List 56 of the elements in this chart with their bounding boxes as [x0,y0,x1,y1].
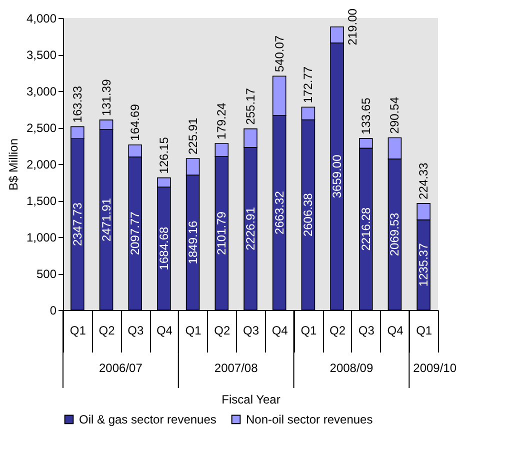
x-tick-label: Q4 [156,324,173,338]
text: 2006/07 [98,361,143,375]
data-label: 290.54 [388,96,402,134]
x-axis-title: Fiscal Year [222,392,280,406]
text: 2008/09 [330,361,374,375]
x-tick-label: Q3 [358,324,375,338]
data-label: 131.39 [99,78,114,116]
text: 2007/08 [214,361,258,375]
data-label: 1235.37 [416,242,431,287]
data-label: 133.65 [358,97,373,134]
legend-label: Oil & gas sector revenues [79,412,216,426]
legend-label: Non-oil sector revenues [246,412,373,426]
data-label: 126.15 [156,136,171,174]
data-label: 2097.77 [128,211,142,256]
data-label: 2216.28 [358,207,373,251]
data-label: 172.77 [301,66,316,104]
x-tick-label: Q1 [70,324,86,338]
data-label: 2069.53 [388,212,402,256]
y-tick-label: 4,000 [26,12,57,26]
x-tick-label: Q3 [128,324,144,338]
x-tick-label: Q2 [214,324,230,338]
data-label: 1849.16 [186,220,200,264]
y-tick-label: 1,000 [26,230,57,244]
x-tick-label: Q1 [416,324,432,338]
data-label: 3659.00 [330,154,344,198]
x-tick-label: Q1 [300,324,318,338]
data-label: 2663.32 [272,190,286,234]
x-tick-label: Q4 [272,324,288,338]
data-label: 255.17 [244,88,258,125]
y-tick-label: 0 [50,304,57,318]
x-tick-label: Q3 [242,324,260,338]
y-tick-label: 3,500 [26,48,57,62]
data-label: 2226.91 [244,206,258,250]
data-label: 164.69 [128,104,142,141]
data-label: 179.24 [214,102,229,140]
y-tick-label: 3,000 [26,84,57,98]
y-axis-title: B$ Million [6,138,20,191]
x-tick-label: Q1 [185,324,202,338]
data-label: 540.07 [272,35,286,72]
y-tick-label: 2,000 [26,158,57,172]
data-label: 1684.68 [156,226,171,270]
data-label: 163.33 [70,86,84,123]
data-label: 2347.73 [70,202,84,246]
data-label: 225.91 [186,117,200,155]
y-tick-label: 500 [36,267,57,281]
data-label: 219.00 [346,8,360,46]
text: 2009/10 [413,361,457,375]
x-tick-label: Q2 [98,324,116,338]
data-label: 2101.79 [214,211,229,255]
y-tick-label: 2,500 [26,121,57,135]
y-tick-label: 1,500 [26,194,57,208]
x-tick-label: Q4 [387,324,404,338]
data-label: 2471.91 [99,198,114,242]
data-label: 224.33 [416,162,431,200]
data-label: 2606.38 [301,192,316,237]
x-tick-label: Q2 [330,324,346,338]
